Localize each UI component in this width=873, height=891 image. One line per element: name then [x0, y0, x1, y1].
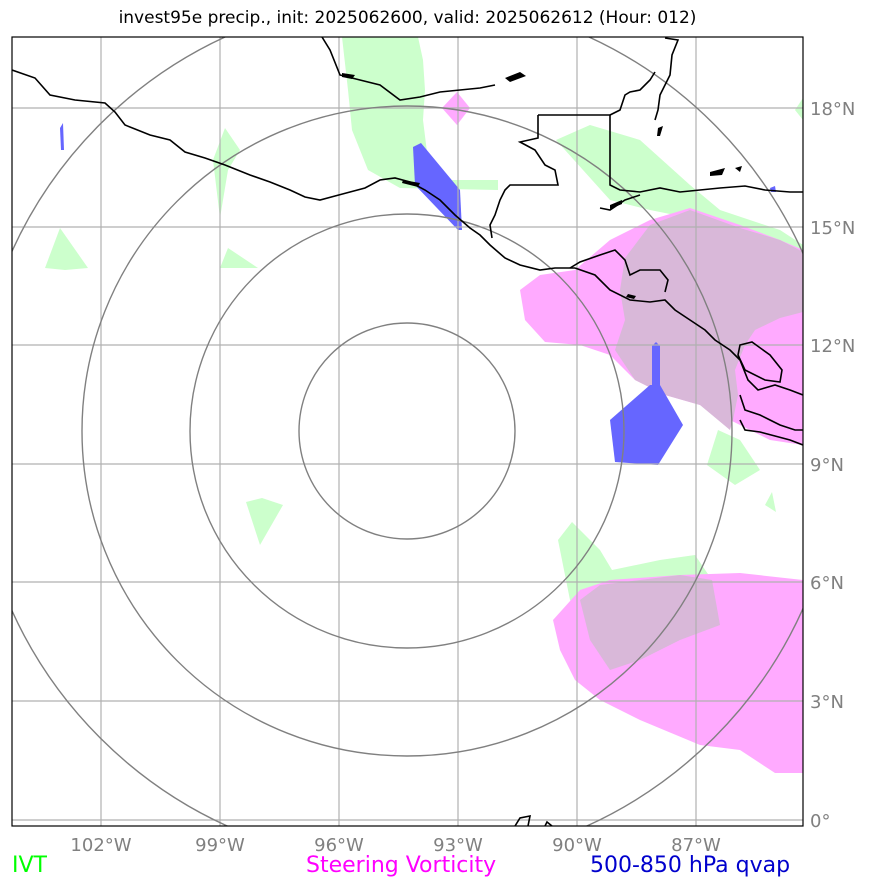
- lat-label: 9°N: [810, 455, 844, 476]
- map-frame: [11, 36, 804, 827]
- lat-label: 0°: [810, 811, 830, 832]
- lon-label: 93°W: [433, 835, 483, 856]
- qvap-fill: [60, 123, 776, 465]
- lon-labels: 102°W 99°W 96°W 93°W 90°W 87°W: [70, 835, 721, 856]
- lat-labels: 0° 3°N 6°N 9°N 12°N 15°N 18°N: [810, 99, 855, 832]
- legend-qvap: 500-850 hPa qvap: [590, 853, 791, 878]
- lon-label: 102°W: [70, 835, 131, 856]
- lon-label: 99°W: [195, 835, 245, 856]
- legend-ivt: IVT: [12, 853, 47, 878]
- lat-label: 15°N: [810, 218, 855, 239]
- range-rings: [12, 37, 803, 826]
- lat-label: 12°N: [810, 336, 855, 357]
- lon-label: 87°W: [671, 835, 721, 856]
- islands: [342, 72, 742, 299]
- lat-label: 3°N: [810, 692, 844, 713]
- lat-label: 6°N: [810, 573, 844, 594]
- lat-label: 18°N: [810, 99, 855, 120]
- lon-label: 96°W: [314, 835, 364, 856]
- lon-label: 90°W: [552, 835, 602, 856]
- legend-steering-vorticity: Steering Vorticity: [306, 853, 497, 878]
- gridlines: [12, 37, 803, 826]
- map-title: invest95e precip., init: 2025062600, val…: [118, 8, 697, 28]
